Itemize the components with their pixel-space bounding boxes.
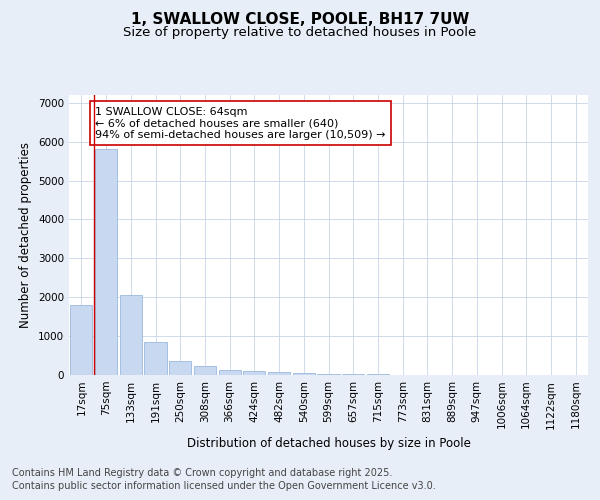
Bar	[317, 374, 340, 375]
Text: Size of property relative to detached houses in Poole: Size of property relative to detached ho…	[124, 26, 476, 39]
Bar	[145, 342, 167, 375]
Text: Contains public sector information licensed under the Open Government Licence v3: Contains public sector information licen…	[12, 481, 436, 491]
Bar	[169, 361, 191, 375]
X-axis label: Distribution of detached houses by size in Poole: Distribution of detached houses by size …	[187, 437, 470, 450]
Bar	[194, 366, 216, 375]
Text: 1, SWALLOW CLOSE, POOLE, BH17 7UW: 1, SWALLOW CLOSE, POOLE, BH17 7UW	[131, 12, 469, 28]
Bar	[268, 372, 290, 375]
Bar	[119, 296, 142, 375]
Bar	[218, 370, 241, 375]
Text: 1 SWALLOW CLOSE: 64sqm
← 6% of detached houses are smaller (640)
94% of semi-det: 1 SWALLOW CLOSE: 64sqm ← 6% of detached …	[95, 106, 386, 140]
Bar	[293, 373, 315, 375]
Bar	[95, 150, 117, 375]
Bar	[70, 305, 92, 375]
Bar	[342, 374, 364, 375]
Text: Contains HM Land Registry data © Crown copyright and database right 2025.: Contains HM Land Registry data © Crown c…	[12, 468, 392, 477]
Bar	[367, 374, 389, 375]
Bar	[243, 370, 265, 375]
Y-axis label: Number of detached properties: Number of detached properties	[19, 142, 32, 328]
